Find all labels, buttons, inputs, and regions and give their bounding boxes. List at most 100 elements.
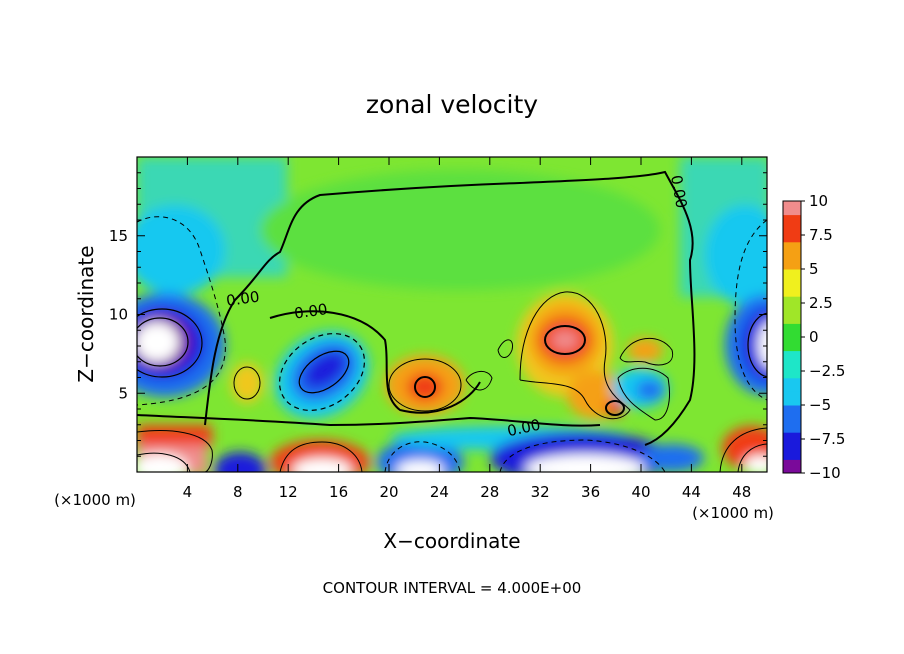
colorbar-swatch [783,418,801,433]
colorbar-tick-label: −7.5 [809,430,845,448]
colorbar-swatch [783,296,801,311]
colorbar-tick-label: −5 [809,396,831,414]
zero-contour-inner [269,310,481,414]
colorbar-tick-label: −10 [809,464,841,482]
x-tick-label: 44 [682,483,701,501]
colorbar-swatch [783,282,801,297]
colorbar-tick-label: 10 [809,192,828,210]
x-tick-label: 8 [233,483,243,501]
bottom-neg-34-core [525,454,645,472]
contour-label: 0.00 [225,288,261,310]
contour-right-vortex [747,312,767,378]
colorbar-swatch [783,228,801,243]
right-vortex-mid [742,309,767,381]
contour-left-vortex-2 [137,317,189,367]
bottom-left-red [137,425,212,447]
x-axis-label: X−coordinate [383,529,520,553]
contour-left-vortex-1 [137,308,203,378]
colorbar-tick-label: 2.5 [809,294,833,312]
colorbar-swatch [783,445,801,460]
contour-neg-patch-small-1 [465,371,493,391]
dashed-contour-right [734,219,767,401]
zero-contour-lower [137,414,601,427]
colorbar-swatch [783,377,801,392]
zero-contour-upper [204,170,696,446]
contour-bottom-right [719,427,767,472]
colorbar-swatch [783,391,801,406]
colorbar-tick-label: 7.5 [809,226,833,244]
colorbar-swatch [783,337,801,352]
contour-bottom-neg-22 [384,441,461,472]
bottom-neg-22-core [396,460,444,472]
contour-bottom-neg-34 [499,439,666,472]
colorbar-swatch [783,405,801,420]
bottom-right-white [744,455,767,472]
left-vortex-core [137,322,179,362]
contour-pos-22-outer [388,358,462,412]
colorbar-swatch [783,269,801,284]
bottom-left-white [137,454,188,472]
contour-mid-vortex-1 [278,333,366,411]
colorbar-swatch [783,241,801,256]
x-tick-label: 32 [531,483,550,501]
colorbar-swatch [783,255,801,270]
x-unit-left: (×1000 m) [54,491,136,509]
x-tick-label: 36 [581,483,600,501]
colorbar-swatch [783,323,801,338]
x-tick-label: 20 [379,483,398,501]
bottom-neg-8 [214,452,266,472]
colorbar: 10 7.5 5 2.5 0 −2.5 −5 −7.5 −10 [782,192,845,482]
right-vortex-core [758,322,767,368]
colorbar-tick-label: −2.5 [809,362,845,380]
y-axis-label: Z−coordinate [74,245,98,382]
x-axis: 4 8 12 16 20 24 28 32 36 40 44 48 [183,157,751,501]
colorbar-swatch [783,432,801,447]
contour-bottom-right-inner [737,443,767,472]
y-tick-label: 5 [118,384,128,402]
contour-neg-patch-40 [617,367,670,421]
bottom-pos-16-core [292,458,352,472]
contour-pos-plume-core [544,325,586,355]
y-tick-label: 10 [109,306,128,324]
x-tick-label: 24 [430,483,449,501]
contour-blob-40 [619,337,674,366]
colorbar-swatch [783,214,801,229]
left-cyan-wave [137,205,225,295]
contour-label: 0.00 [667,174,691,210]
field-heatmap: 0.000.000.000.00 [137,157,767,472]
x-tick-label: 12 [279,483,298,501]
x-unit-right: (×1000 m) [692,504,774,522]
y-axis: 5 10 15 [109,172,767,457]
contour-bottom-pos-16 [279,441,363,472]
colorbar-swatch [783,364,801,379]
pos-plume-core [551,330,579,350]
dashed-contour-left [137,216,226,406]
colorbar-swatch [783,309,801,324]
contour-bottom-red-left [137,430,213,472]
contour-bottom-left-core [137,452,191,472]
contour-interval-note: CONTOUR INTERVAL = 4.000E+00 [323,579,582,597]
x-tick-label: 4 [183,483,193,501]
chart-title: zonal velocity [366,90,538,119]
colorbar-swatch [783,459,801,474]
contour-label: 0.00 [293,300,329,322]
pos-tail-core [605,400,625,416]
contour-neg-patch-small-2 [497,339,514,358]
colorbar-tick-label: 0 [809,328,819,346]
x-tick-label: 28 [480,483,499,501]
bottom-blue-44 [640,444,704,472]
mid-vortex-core [303,352,347,388]
contour-pos-plume [519,291,631,420]
upper-green-field [260,170,660,290]
x-tick-label: 16 [329,483,348,501]
right-cyan-wave [705,205,767,305]
contour-pos-22-core [414,376,436,398]
x-tick-label: 40 [631,483,650,501]
yellow-blob-left [231,363,263,403]
colorbar-swatch [783,201,801,216]
y-tick-label: 15 [109,227,128,245]
colorbar-tick-label: 5 [809,260,819,278]
x-tick-label: 48 [732,483,751,501]
neg-patch-40-core [636,380,664,400]
